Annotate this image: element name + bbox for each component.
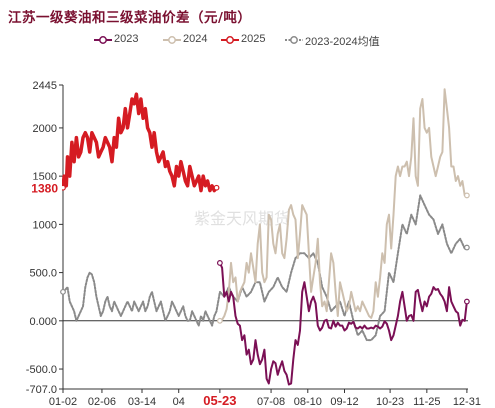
chart-title: 江苏一级葵油和三级菜油价差（元/吨） — [8, 10, 252, 26]
legend-marker-average — [285, 36, 303, 44]
series-line-average — [62, 194, 468, 342]
legend-label-average: 2023-2024均值 — [305, 36, 380, 48]
x-tick-label: 02-06 — [88, 396, 116, 408]
legend-label-2023: 2023 — [114, 33, 139, 45]
legend: 2023 2024 2025 2023-2024均值 — [0, 33, 495, 49]
series-point — [60, 288, 66, 295]
y-tick-label: -500.0 — [26, 364, 57, 376]
y-tick-label: -707.0 — [26, 384, 57, 396]
last-value-label: 1380 — [31, 182, 58, 196]
legend-label-2025: 2025 — [241, 33, 266, 45]
x-tick-label: 09-12 — [330, 396, 358, 408]
x-tick-label: 05-23 — [203, 393, 236, 408]
series-point — [216, 260, 223, 266]
legend-marker-2023 — [94, 36, 112, 44]
x-tick-label: 03-14 — [128, 396, 156, 408]
series-point — [463, 298, 470, 305]
watermark-text: 紫金天风期货 — [194, 209, 290, 228]
x-tick-label: 08-10 — [294, 396, 322, 408]
x-tick-label: 11-25 — [413, 396, 440, 408]
x-tick-label: 04 — [173, 396, 185, 408]
y-tick-label: 2445 — [33, 80, 57, 92]
x-tick-label: 01-02 — [49, 396, 77, 408]
y-tick-label: 0.000 — [29, 316, 57, 328]
x-tick-label: 10-23 — [376, 396, 404, 408]
x-tick-label: 12-31 — [453, 396, 481, 408]
x-tick-label: 07-08 — [257, 396, 285, 408]
series-point — [216, 317, 223, 324]
legend-marker-2024 — [163, 36, 181, 44]
y-tick-label: 2000 — [33, 123, 57, 135]
y-tick-label: 1000 — [33, 219, 57, 231]
series-point — [463, 244, 470, 251]
legend-marker-2025 — [221, 36, 239, 44]
legend-label-2024: 2024 — [183, 33, 208, 45]
y-tick-label: 500.0 — [29, 268, 57, 280]
series-line-2025 — [61, 92, 219, 193]
series-line-2024 — [218, 88, 468, 322]
series-point — [213, 184, 220, 191]
series-point — [463, 192, 470, 199]
series-line-2023 — [218, 261, 468, 386]
last-value-box — [22, 179, 62, 195]
